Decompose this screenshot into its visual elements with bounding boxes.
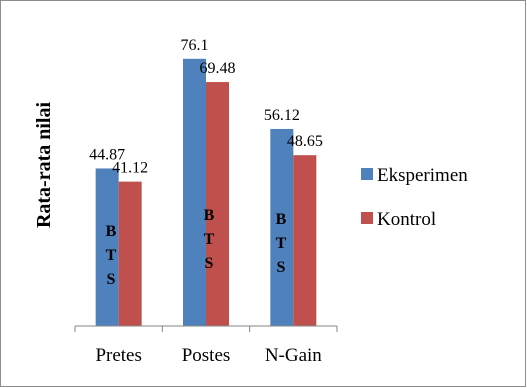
data-label: 76.1: [181, 37, 209, 54]
bar-watermark-letter: T: [204, 231, 215, 248]
bar-watermark-letter: S: [277, 259, 286, 276]
data-label: 48.65: [287, 133, 323, 150]
bar-kontrol-postes: [206, 82, 229, 326]
bar-kontrol-n-gain: [293, 155, 317, 326]
bar-watermark-letter: B: [204, 207, 215, 224]
legend-swatch-kontrol: [361, 212, 373, 224]
y-axis-label: Rata-rata nilai: [33, 102, 55, 229]
bar-watermark-letter: S: [107, 271, 116, 288]
bars-layer: [95, 58, 317, 326]
bar-watermark-letter: T: [276, 235, 287, 252]
bar-watermark-letter: S: [205, 255, 214, 272]
x-tick-label: Postes: [182, 345, 231, 366]
data-label: 69.48: [200, 60, 236, 77]
bar-eksperimen-postes: [183, 58, 206, 326]
data-label: 56.12: [264, 107, 300, 124]
bar-kontrol-pretes: [118, 181, 142, 326]
legend: Eksperimen Kontrol: [361, 165, 468, 230]
bar-watermark-letter: T: [106, 247, 117, 264]
bar-watermark-letter: B: [276, 211, 287, 228]
bar-eksperimen-pretes: [95, 168, 119, 326]
x-tick-label: Pretes: [95, 345, 141, 366]
legend-swatch-eksperimen: [361, 168, 373, 180]
x-tick-label: N-Gain: [265, 345, 322, 366]
bar-watermark-letter: B: [106, 223, 117, 240]
data-label: 41.12: [112, 160, 148, 177]
bar-eksperimen-n-gain: [270, 128, 294, 326]
x-axis-ticks: Pretes Postes N-Gain: [74, 326, 338, 366]
data-label: 44.87: [89, 146, 125, 163]
legend-label-kontrol: Kontrol: [377, 209, 436, 230]
legend-label-eksperimen: Eksperimen: [377, 165, 468, 186]
